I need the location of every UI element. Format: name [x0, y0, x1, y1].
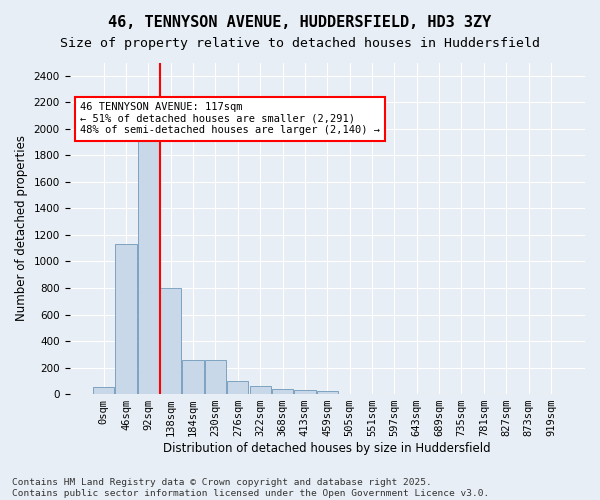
Bar	[250, 386, 271, 394]
Bar	[227, 381, 248, 394]
Bar	[317, 392, 338, 394]
Bar	[160, 288, 181, 394]
Bar	[137, 129, 159, 394]
Bar	[182, 360, 203, 394]
Y-axis label: Number of detached properties: Number of detached properties	[15, 136, 28, 322]
Bar	[205, 360, 226, 394]
X-axis label: Distribution of detached houses by size in Huddersfield: Distribution of detached houses by size …	[163, 442, 491, 455]
Text: 46 TENNYSON AVENUE: 117sqm
← 51% of detached houses are smaller (2,291)
48% of s: 46 TENNYSON AVENUE: 117sqm ← 51% of deta…	[80, 102, 380, 136]
Bar	[115, 244, 137, 394]
Text: 46, TENNYSON AVENUE, HUDDERSFIELD, HD3 3ZY: 46, TENNYSON AVENUE, HUDDERSFIELD, HD3 3…	[109, 15, 491, 30]
Text: Size of property relative to detached houses in Huddersfield: Size of property relative to detached ho…	[60, 38, 540, 51]
Text: Contains HM Land Registry data © Crown copyright and database right 2025.
Contai: Contains HM Land Registry data © Crown c…	[12, 478, 489, 498]
Bar	[93, 388, 114, 394]
Bar	[294, 390, 316, 394]
Bar	[272, 389, 293, 394]
